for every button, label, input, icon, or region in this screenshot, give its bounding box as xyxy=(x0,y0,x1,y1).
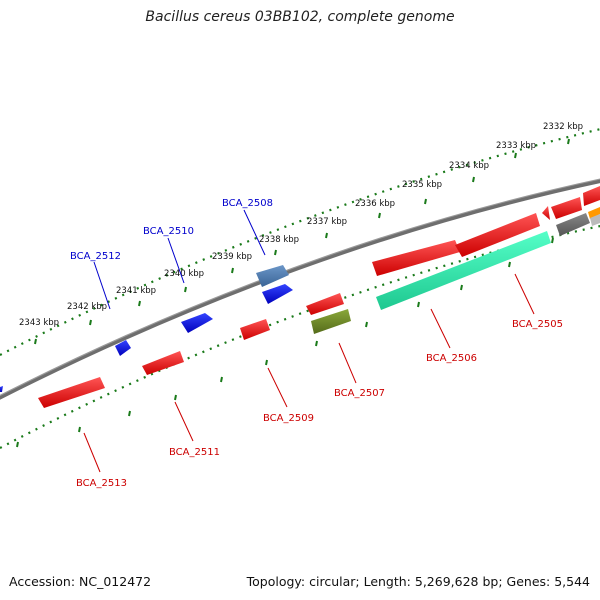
outer-scale-ring xyxy=(0,128,600,356)
tick-label: 2343 kbp xyxy=(19,318,59,328)
gene-feature[interactable] xyxy=(262,284,293,304)
gene-feature[interactable] xyxy=(0,386,3,392)
map-title: Bacillus cereus 03BB102, complete genome xyxy=(145,9,455,25)
gene-feature[interactable] xyxy=(556,213,590,236)
tick-label: 2335 kbp xyxy=(402,180,442,190)
gene-feature[interactable] xyxy=(376,231,551,310)
tick-label: 2337 kbp xyxy=(307,217,347,227)
gene-label-bca-2506[interactable]: BCA_2506 xyxy=(426,353,477,364)
outer-major-ticks xyxy=(34,138,570,345)
tick-label: 2334 kbp xyxy=(449,161,489,171)
tick-label: 2342 kbp xyxy=(67,302,107,312)
tick-label: 2333 kbp xyxy=(496,141,536,151)
gene-feature[interactable] xyxy=(583,186,600,206)
tick-label: 2338 kbp xyxy=(259,235,299,245)
gene-feature[interactable] xyxy=(142,351,184,375)
gene-feature[interactable] xyxy=(590,214,600,226)
tick-label: 2341 kbp xyxy=(116,286,156,296)
reverse-features xyxy=(38,213,600,408)
gene-feature[interactable] xyxy=(542,206,550,220)
gene-label-bca-2510[interactable]: BCA_2510 xyxy=(143,226,194,237)
gene-feature[interactable] xyxy=(372,240,460,276)
gene-feature[interactable] xyxy=(588,207,600,219)
gene-label-bca-2507[interactable]: BCA_2507 xyxy=(334,388,385,399)
tick-label: 2336 kbp xyxy=(355,199,395,209)
gene-labels: BCA_2508 BCA_2510 BCA_2512 BCA_2505 BCA_… xyxy=(70,198,563,489)
gene-feature[interactable] xyxy=(181,313,213,333)
gene-feature[interactable] xyxy=(551,197,582,219)
gene-feature[interactable] xyxy=(115,340,131,356)
accession-text: Accession: NC_012472 xyxy=(9,574,152,589)
topology-text: Topology: circular; Length: 5,269,628 bp… xyxy=(246,574,590,589)
gene-feature[interactable] xyxy=(256,265,289,287)
gene-label-bca-2513[interactable]: BCA_2513 xyxy=(76,478,127,489)
tick-label: 2339 kbp xyxy=(212,252,252,262)
tick-label: 2340 kbp xyxy=(164,269,204,279)
gene-label-bca-2505[interactable]: BCA_2505 xyxy=(512,319,563,330)
gene-label-bca-2511[interactable]: BCA_2511 xyxy=(169,447,220,458)
label-leaders xyxy=(83,209,535,473)
gene-label-bca-2512[interactable]: BCA_2512 xyxy=(70,251,121,262)
gene-feature[interactable] xyxy=(455,213,540,257)
inner-major-ticks xyxy=(16,237,554,448)
genome-backbone xyxy=(0,179,600,400)
tick-label: 2332 kbp xyxy=(543,122,583,132)
gene-feature[interactable] xyxy=(311,309,351,334)
tick-labels: 2332 kbp 2333 kbp 2334 kbp 2335 kbp 2336… xyxy=(19,122,583,328)
gene-feature[interactable] xyxy=(306,293,344,315)
gene-label-bca-2508[interactable]: BCA_2508 xyxy=(222,198,273,209)
gene-label-bca-2509[interactable]: BCA_2509 xyxy=(263,413,314,424)
gene-feature[interactable] xyxy=(240,319,270,340)
forward-features xyxy=(0,186,600,392)
gene-feature[interactable] xyxy=(38,377,105,408)
